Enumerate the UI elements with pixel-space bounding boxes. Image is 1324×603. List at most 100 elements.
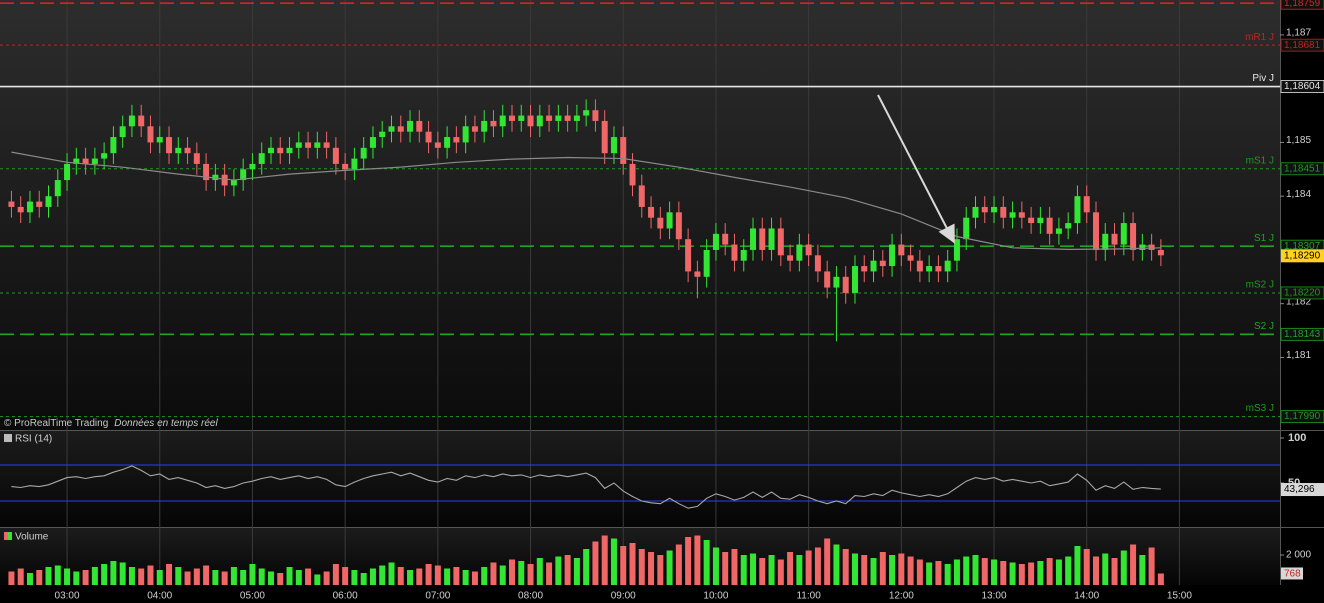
candle-body [481, 120, 488, 132]
last-price-box [1281, 249, 1324, 263]
candle-body [17, 206, 24, 213]
level-name: S1 J [1254, 233, 1274, 244]
candle-body [870, 260, 877, 272]
level-name: mR1 J [1245, 32, 1274, 43]
x-tick-label: 03:00 [55, 591, 80, 602]
volume-bar [555, 556, 562, 585]
candle-body [833, 276, 840, 288]
candle-body [907, 255, 914, 261]
rsi-last-box [1281, 483, 1324, 497]
volume-bar [1028, 562, 1035, 585]
level-label-box [1280, 38, 1324, 52]
volume-bar [128, 567, 135, 585]
rsi-icon [4, 434, 12, 442]
credit-note: Données en temps réel [114, 418, 218, 429]
candle-body [379, 131, 386, 138]
plot [8, 99, 1164, 585]
volume-bar [898, 553, 905, 585]
level-label-box [1280, 286, 1324, 300]
candle-body [499, 115, 506, 127]
level-name: mS2 J [1246, 280, 1274, 291]
candle-body [230, 180, 237, 186]
candle-body [601, 120, 608, 154]
candle-body [648, 206, 655, 218]
volume-bar [286, 567, 293, 585]
volume-bar [685, 537, 692, 585]
candle-body [685, 239, 692, 272]
time-axis [0, 585, 1280, 603]
candle-body [128, 115, 135, 127]
volume-title: Volume [15, 532, 49, 543]
volume-bar [1009, 562, 1016, 585]
y-tick-label: 1,182 [1286, 296, 1311, 307]
volume-bar [314, 574, 321, 585]
volume-bar [323, 571, 330, 585]
volume-bar [842, 549, 849, 585]
volume-bar [444, 568, 451, 585]
candle-body [1157, 249, 1164, 256]
volume-tick-label: 2 000 [1286, 550, 1311, 561]
level-label-box [1280, 0, 1324, 10]
candle-body [750, 228, 757, 250]
x-tick-label: 05:00 [240, 591, 265, 602]
candle-body [1074, 196, 1081, 224]
rsi-tick-label: 100 [1288, 432, 1306, 444]
volume-bar [110, 561, 117, 585]
candle-body [592, 110, 599, 121]
candle-body [54, 180, 61, 197]
candle-body [1000, 206, 1007, 218]
volume-bar [388, 562, 395, 585]
candle-body [787, 255, 794, 261]
volume-last-label: 768 [1284, 569, 1301, 580]
volume-bar [166, 564, 173, 585]
annotation-arrow [877, 94, 955, 244]
volume-bar [17, 568, 24, 585]
volume-bar [972, 555, 979, 585]
volume-bar [518, 561, 525, 585]
volume-bar [1157, 573, 1164, 585]
level-label-box [1280, 410, 1324, 423]
candle-body [657, 217, 664, 229]
volume-bar [277, 573, 284, 585]
volume-bar [870, 558, 877, 585]
volume-bar [694, 535, 701, 585]
volume-bar [119, 562, 126, 585]
x-tick-label: 15:00 [1167, 591, 1192, 602]
volume-bar [916, 559, 923, 585]
candle-body [805, 244, 812, 256]
volume-bar [889, 555, 896, 585]
candle-body [972, 206, 979, 218]
level-name: S2 J [1254, 321, 1274, 332]
volume-bar [944, 564, 951, 585]
volume-bar [1111, 558, 1118, 585]
candle-body [36, 201, 43, 207]
candle-body [369, 137, 376, 148]
axis-labels: 03:00 04:00 05:00 06:00 07:00 08:00 09:00 10:00… [55, 0, 1324, 602]
volume-bar [397, 567, 404, 585]
candle-body [759, 228, 766, 250]
x-tick-label: 14:00 [1074, 591, 1099, 602]
candle-body [991, 206, 998, 213]
volume-bar [1074, 546, 1081, 585]
volume-bar [1130, 544, 1137, 585]
candle-body [1148, 244, 1155, 250]
volume-bar [722, 552, 729, 585]
volume-bar [230, 567, 237, 585]
candle-body [666, 212, 673, 229]
candle-body [824, 271, 831, 288]
candle-body [518, 115, 525, 121]
candle-body [1009, 212, 1016, 218]
volume-bar [1065, 556, 1072, 585]
volume-bar [36, 570, 43, 585]
candle-body [212, 174, 219, 181]
volume-bar [175, 567, 182, 585]
candle-body [425, 131, 432, 143]
candle-body [573, 115, 580, 121]
candle-body [45, 196, 52, 207]
candle-body [564, 115, 571, 121]
candle-body [342, 163, 349, 170]
price-axis [1280, 0, 1324, 603]
moving-average [11, 151, 1161, 251]
volume-bar [648, 552, 655, 585]
volume-bar [879, 552, 886, 585]
